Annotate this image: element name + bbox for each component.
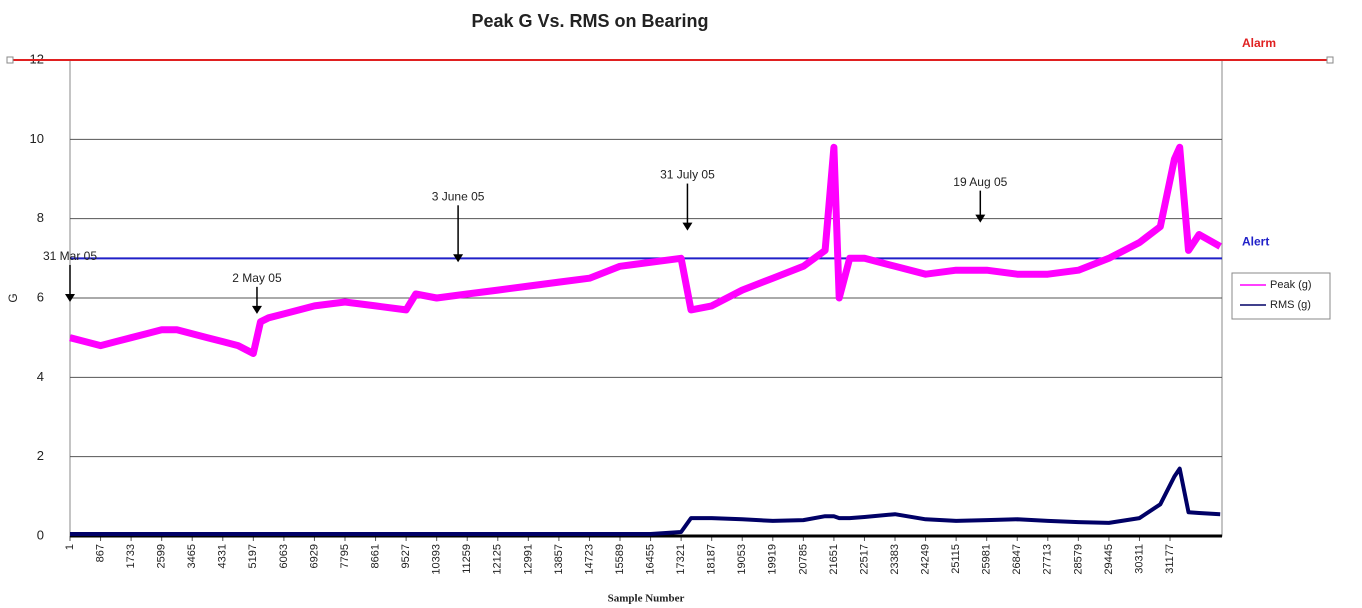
- x-tick-label: 867: [94, 544, 106, 562]
- x-tick-label: 28579: [1072, 544, 1084, 575]
- x-tick-label: 12125: [492, 544, 504, 575]
- x-tick-label: 1733: [125, 544, 137, 568]
- annotation-arrowhead: [65, 293, 75, 302]
- x-tick-label: 22517: [858, 544, 870, 575]
- x-tick-label: 10393: [431, 544, 443, 575]
- x-tick-label: 24249: [919, 544, 931, 575]
- x-tick-label: 18187: [706, 544, 718, 575]
- x-tick-label: 6929: [308, 544, 320, 568]
- annotation-arrowhead: [453, 254, 464, 263]
- annotation-text: 31 Mar 05: [43, 249, 97, 263]
- x-tick-label: 16455: [644, 544, 656, 575]
- x-tick-label: 14723: [583, 544, 595, 575]
- x-tick-label: 13857: [553, 544, 565, 575]
- threshold-label: Alert: [1242, 235, 1269, 249]
- x-tick-label: 25115: [950, 544, 962, 574]
- legend-label: RMS (g): [1270, 299, 1311, 311]
- y-tick-label: 6: [37, 289, 44, 304]
- legend-label: Peak (g): [1270, 279, 1312, 291]
- y-tick-label: 8: [37, 210, 44, 225]
- x-tick-label: 2599: [156, 544, 168, 568]
- y-tick-label: 0: [37, 527, 44, 542]
- threshold-end: [1326, 56, 1334, 64]
- series-line: [70, 466, 1221, 536]
- x-tick-label: 23383: [889, 544, 901, 575]
- x-tick-label: 26847: [1011, 544, 1023, 575]
- x-tick-label: 17321: [675, 544, 687, 575]
- annotation-arrowhead: [251, 305, 262, 314]
- annotation-text: 3 June 05: [432, 189, 485, 203]
- x-tick-label: 12991: [522, 544, 534, 575]
- x-tick-label: 8661: [369, 544, 381, 568]
- y-tick-label: 2: [37, 448, 44, 463]
- x-tick-label: 4331: [217, 544, 229, 568]
- annotation-text: 19 Aug 05: [953, 175, 1007, 189]
- annotation-text: 31 July 05: [660, 168, 715, 182]
- chart-title: Peak G Vs. RMS on Bearing: [471, 11, 708, 31]
- y-axis-label: G: [6, 293, 20, 302]
- annotation-arrowhead: [975, 214, 986, 223]
- x-tick-label: 9527: [400, 544, 412, 568]
- x-tick-label: 31177: [1164, 544, 1176, 574]
- x-tick-label: 3465: [186, 544, 198, 568]
- x-tick-label: 30311: [1133, 544, 1145, 574]
- y-tick-label: 12: [30, 51, 44, 66]
- x-tick-label: 27713: [1042, 544, 1054, 575]
- x-tick-label: 21651: [828, 544, 840, 575]
- x-tick-label: 15589: [614, 544, 626, 575]
- legend-box: [1231, 272, 1331, 320]
- x-tick-label: 5197: [247, 544, 259, 568]
- y-tick-label: 4: [37, 369, 44, 384]
- x-tick-label: 19919: [767, 544, 779, 575]
- x-axis-label: Sample Number: [608, 593, 685, 605]
- x-tick-label: 29445: [1103, 544, 1115, 575]
- x-tick-label: 1: [64, 544, 76, 550]
- x-tick-label: 20785: [797, 544, 809, 575]
- x-tick-label: 25981: [981, 544, 993, 575]
- threshold-label: Alarm: [1242, 36, 1276, 50]
- series-line: [69, 143, 1222, 357]
- annotation-arrowhead: [682, 222, 693, 231]
- annotation-text: 2 May 05: [232, 271, 282, 285]
- y-tick-label: 10: [30, 131, 44, 146]
- x-tick-label: 11259: [461, 544, 473, 574]
- threshold-end: [6, 56, 14, 64]
- x-tick-label: 7795: [339, 544, 351, 568]
- x-tick-label: 19053: [736, 544, 748, 575]
- x-tick-label: 6063: [278, 544, 290, 568]
